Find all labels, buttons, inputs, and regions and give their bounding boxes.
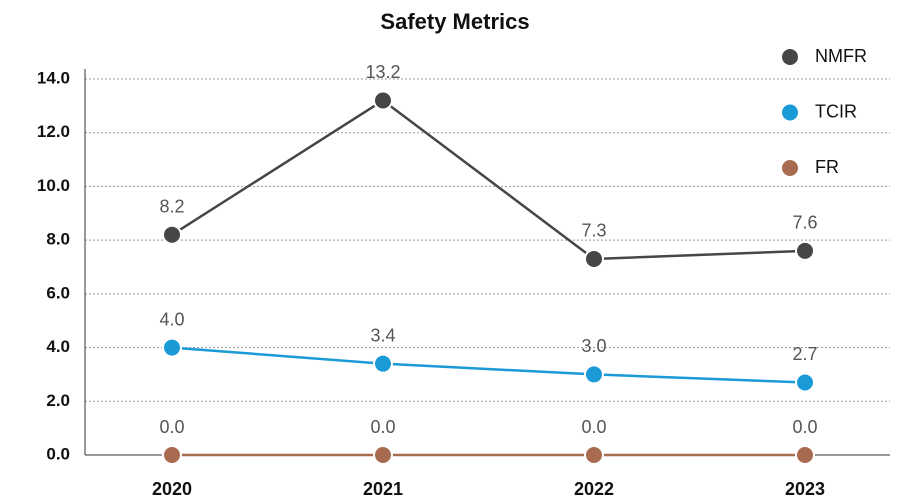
x-tick-label: 2023 [785,479,825,499]
data-label: 2.7 [792,344,817,364]
data-point [373,90,393,111]
data-label: 3.4 [370,325,395,345]
data-point [162,445,182,465]
series-line [171,98,806,261]
series-line [171,346,806,384]
data-label: 13.2 [365,62,400,82]
data-point [373,353,393,374]
data-label: 0.0 [370,417,395,437]
y-tick-label: 10.0 [37,176,70,195]
data-label: 3.0 [581,336,606,356]
data-point [584,364,604,385]
data-point [584,248,604,269]
data-point [584,445,604,465]
x-tick-label: 2020 [152,479,192,499]
chart-title: Safety Metrics [380,9,529,34]
legend-marker [780,158,800,178]
y-tick-label: 14.0 [37,68,70,87]
data-point [162,337,182,358]
legend-label: TCIR [815,101,857,121]
x-tick-label: 2021 [363,479,403,499]
y-tick-label: 6.0 [46,283,70,302]
y-tick-label: 12.0 [37,122,70,141]
y-tick-label: 2.0 [46,391,70,410]
legend-label: FR [815,157,839,177]
legend-marker [780,102,800,123]
y-tick-label: 4.0 [46,337,70,356]
data-label: 0.0 [792,417,817,437]
x-tick-label: 2022 [574,479,614,499]
data-point [795,445,815,465]
data-label: 8.2 [159,197,184,217]
data-label: 7.6 [792,213,817,233]
data-label: 4.0 [159,309,184,329]
data-point [795,372,815,393]
data-point [373,445,393,465]
data-label: 7.3 [581,221,606,241]
data-point [795,240,815,261]
y-tick-label: 0.0 [46,444,70,463]
data-label: 0.0 [581,417,606,437]
legend-marker [780,47,800,67]
legend-label: NMFR [815,46,867,66]
y-tick-label: 8.0 [46,230,70,249]
data-point [162,224,182,245]
data-label: 0.0 [159,417,184,437]
